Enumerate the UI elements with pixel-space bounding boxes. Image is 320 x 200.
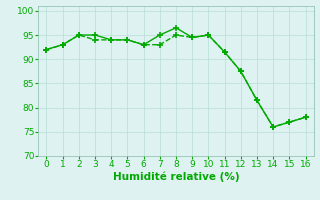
X-axis label: Humidité relative (%): Humidité relative (%) xyxy=(113,172,239,182)
